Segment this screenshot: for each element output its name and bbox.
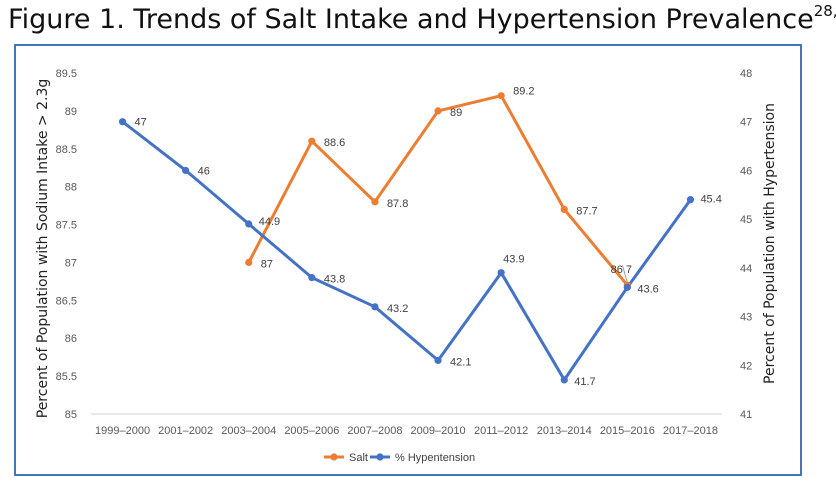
data-point-salt [560,205,568,213]
legend-marker-hypertension [376,453,384,461]
y-left-tick-label: 87.5 [56,220,77,232]
data-label-salt: 87.7 [576,205,597,217]
axes-layer: 85 85.5 86 86.5 87 87.5 88 88.5 89 89.5 41 42 43 44 45… [35,68,778,437]
legend: Salt % Hypentension [324,452,475,464]
y-right-axis-title: Percent of Population with Hypertension [762,103,778,384]
data-label-salt: 89.2 [513,86,534,98]
data-label-salt: 87 [261,258,273,270]
data-label-salt: 88.6 [324,137,345,149]
y-right-tick-label: 43 [740,312,752,324]
y-left-tick-label: 86 [65,333,77,345]
data-label-salt: 87.8 [387,198,408,210]
y-right-tick-label: 42 [740,360,752,372]
data-point-hypertension [623,283,631,291]
data-label-salt: 86.7 [611,264,632,276]
data-point-hypertension [245,220,253,228]
data-label-hypertension: 43.8 [324,274,345,286]
x-tick-label: 1999–2000 [95,425,150,437]
x-tick-label: 2011–2012 [474,425,528,437]
x-tick-label: 2013–2014 [537,425,592,437]
series-line-hypertension [121,120,692,382]
chart-title: Figure 1. Trends of Salt Intake and Hype… [8,2,836,35]
data-label-leader-line [621,265,628,283]
x-tick-label: 2009–2010 [411,425,466,437]
y-right-tick-label: 45 [740,214,752,226]
x-tick-label: 2003–2004 [221,425,276,437]
y-right-tick-label: 48 [740,68,752,80]
x-tick-label: 2017–2018 [663,425,718,437]
y-right-tick-label: 46 [740,165,752,177]
y-left-tick-label: 88.5 [56,144,77,156]
data-label-hypertension: 44.9 [259,216,280,228]
x-tick-label: 2005–2006 [284,425,339,437]
data-label-hypertension: 43.9 [503,254,524,266]
data-label-hypertension: 41.7 [574,376,595,388]
y-left-tick-label: 85 [65,409,77,421]
y-right-tick-label: 44 [740,263,752,275]
legend-marker-salt [330,453,338,461]
data-label-hypertension: 47 [135,117,147,129]
data-point-hypertension [560,376,568,384]
y-right-tick-label: 47 [740,117,752,129]
x-tick-label: 2007–2008 [347,425,402,437]
y-left-tick-label: 86.5 [56,295,77,307]
data-point-salt [497,92,505,100]
chart-title-reference: 28,29 [813,2,836,20]
data-point-hypertension [686,196,695,204]
data-label-hypertension: 45.4 [700,194,721,206]
y-left-tick-label: 88 [65,182,77,194]
data-label-salt: 89 [450,107,462,119]
data-label-hypertension: 43.6 [637,283,658,295]
y-left-tick-label: 87 [65,257,77,269]
data-point-hypertension [308,274,316,282]
data-point-salt [245,258,253,267]
chart-title-text: Figure 1. Trends of Salt Intake and Hype… [8,4,814,35]
data-point-salt [434,107,442,115]
series-line-salt [247,94,629,287]
y-left-tick-label: 85.5 [56,371,77,383]
y-left-tick-label: 89 [65,106,77,118]
chart-frame [14,44,802,476]
series-layer [118,92,695,384]
data-point-salt [308,137,316,145]
data-point-hypertension [118,118,127,126]
data-point-hypertension [371,303,379,311]
data-label-hypertension: 42.1 [450,356,471,368]
label-layer: 87 88.6 87.8 89 89.2 87.7 86.7 47 46 44.9 43.8 43.2… [135,86,722,388]
x-tick-label: 2015–2016 [600,425,655,437]
y-left-tick-label: 89.5 [56,68,77,80]
data-point-hypertension [434,356,442,365]
data-point-hypertension [497,269,505,277]
legend-label-hypertension: % Hypentension [395,452,475,464]
x-tick-label: 2001–2002 [158,425,213,437]
data-label-hypertension: 46 [198,165,210,177]
data-point-hypertension [182,166,190,175]
data-point-salt [371,198,379,206]
legend-label-salt: Salt [349,452,368,464]
y-left-axis-title: Percent of Population with Sodium Intake… [35,79,51,419]
y-right-tick-label: 41 [740,409,752,421]
data-label-hypertension: 43.2 [387,303,408,315]
